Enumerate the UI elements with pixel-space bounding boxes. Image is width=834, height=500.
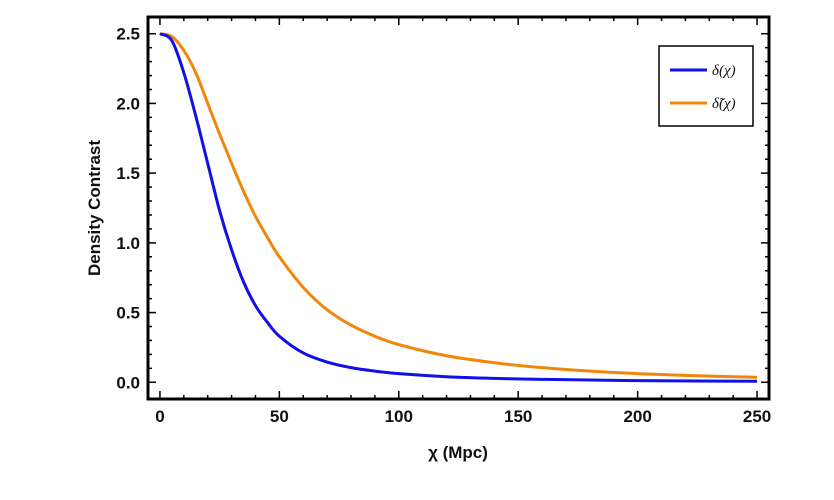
y-tick-label: 2.0 bbox=[116, 94, 140, 113]
x-tick-label: 250 bbox=[743, 407, 771, 426]
x-tick-label: 100 bbox=[385, 407, 413, 426]
legend-label-delta-tilde: δ̃(χ) bbox=[712, 96, 736, 112]
plot-frame bbox=[146, 15, 771, 401]
series-line-delta bbox=[159, 32, 758, 383]
x-tick-label: 200 bbox=[623, 407, 651, 426]
plot-area bbox=[159, 32, 758, 383]
x-axis-label: χ (Mpc) bbox=[428, 443, 488, 462]
x-tick-label: 50 bbox=[270, 407, 289, 426]
axis-ticks bbox=[148, 17, 769, 399]
y-tick-label: 1.5 bbox=[116, 164, 140, 183]
y-axis-label: Density Contrast bbox=[85, 140, 104, 276]
y-tick-label: 0.0 bbox=[116, 373, 140, 392]
legend: δ(χ) δ̃(χ) bbox=[658, 45, 754, 127]
y-tick-label: 2.5 bbox=[116, 25, 140, 44]
axis-tick-labels: 0 50 100 150 200 250 0.0 0.5 1.0 1.5 2.0 2.5 bbox=[116, 25, 771, 426]
y-tick-label: 0.5 bbox=[116, 304, 140, 323]
x-tick-label: 0 bbox=[155, 407, 164, 426]
series-line-delta-tilde bbox=[159, 32, 758, 379]
y-tick-label: 1.0 bbox=[116, 234, 140, 253]
x-tick-label: 150 bbox=[504, 407, 532, 426]
legend-label-delta: δ(χ) bbox=[712, 63, 736, 79]
legend-box bbox=[658, 45, 754, 127]
